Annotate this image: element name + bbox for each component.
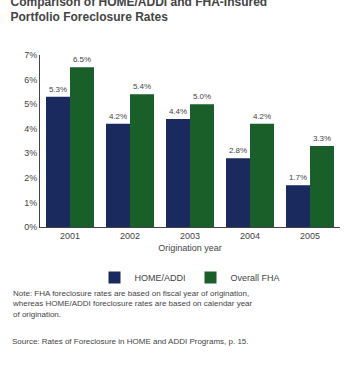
svg-text:2.8%: 2.8% xyxy=(229,146,247,155)
svg-text:3%: 3% xyxy=(24,148,37,158)
svg-text:Note: FHA foreclosure rates ar: Note: FHA foreclosure rates are based on… xyxy=(12,289,253,319)
svg-text:2002: 2002 xyxy=(120,231,140,241)
svg-text:2005: 2005 xyxy=(300,231,320,241)
svg-text:6%: 6% xyxy=(24,75,37,85)
svg-text:5.4%: 5.4% xyxy=(133,82,151,91)
svg-text:Origination year: Origination year xyxy=(158,243,222,253)
svg-text:6.5%: 6.5% xyxy=(73,55,91,64)
svg-text:4%: 4% xyxy=(24,124,37,134)
svg-text:3.3%: 3.3% xyxy=(313,134,331,143)
svg-text:7%: 7% xyxy=(24,50,37,60)
svg-text:0%: 0% xyxy=(24,222,37,232)
svg-text:Source: Rates of Foreclosure i: Source: Rates of Foreclosure in HOME and… xyxy=(12,337,249,346)
svg-text:1.7%: 1.7% xyxy=(289,173,307,182)
svg-text:5%: 5% xyxy=(24,99,37,109)
svg-text:Overall FHA: Overall FHA xyxy=(231,273,280,283)
svg-text:2%: 2% xyxy=(24,173,37,183)
svg-text:5.3%: 5.3% xyxy=(49,85,67,94)
svg-text:2001: 2001 xyxy=(60,231,80,241)
svg-text:5.0%: 5.0% xyxy=(193,92,211,101)
svg-text:Comparison of HOME/ADDI and FH: Comparison of HOME/ADDI and FHA-InsuredP… xyxy=(11,0,268,24)
svg-text:HOME/ADDI: HOME/ADDI xyxy=(135,273,186,283)
svg-text:2004: 2004 xyxy=(240,231,260,241)
svg-text:1%: 1% xyxy=(24,198,37,208)
svg-text:2003: 2003 xyxy=(180,231,200,241)
svg-text:4.2%: 4.2% xyxy=(109,112,127,121)
svg-text:4.4%: 4.4% xyxy=(169,107,187,116)
svg-text:4.2%: 4.2% xyxy=(253,112,271,121)
